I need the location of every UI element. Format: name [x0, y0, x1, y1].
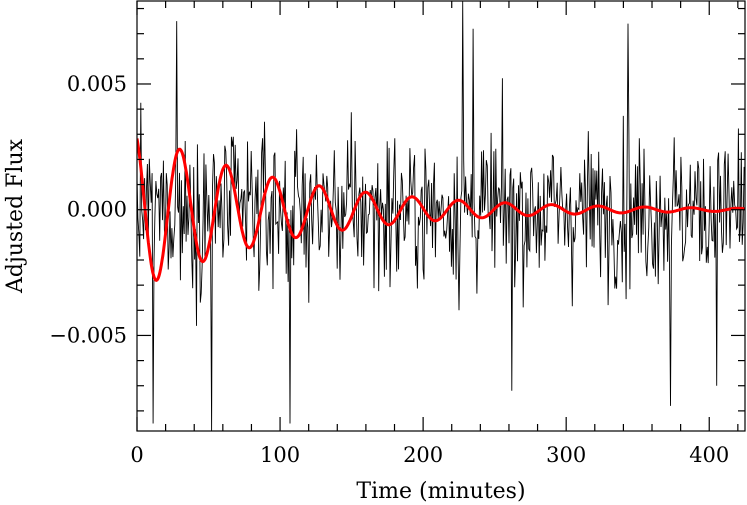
x-tick-label: 400 [689, 443, 729, 467]
x-tick-label: 100 [260, 443, 300, 467]
x-axis-label: Time (minutes) [356, 479, 525, 504]
fit-line [137, 138, 745, 283]
y-tick-label: 0.005 [67, 72, 127, 96]
tick-labels: 0 100 200 300 400 −0.005 0.000 0.005 [49, 72, 729, 467]
plot-frame [136, 0, 746, 432]
fit-series [137, 138, 745, 283]
y-axis-label: Adjusted Flux [3, 138, 28, 294]
y-tick-label: −0.005 [49, 323, 127, 347]
x-tick-label: 200 [403, 443, 443, 467]
x-tick-label: 300 [546, 443, 586, 467]
x-tick-label: 0 [130, 443, 143, 467]
noise-series [137, 1, 745, 431]
y-tick-label: 0.000 [67, 198, 127, 222]
noise-line [137, 1, 745, 431]
axis-ticks [136, 1, 745, 431]
